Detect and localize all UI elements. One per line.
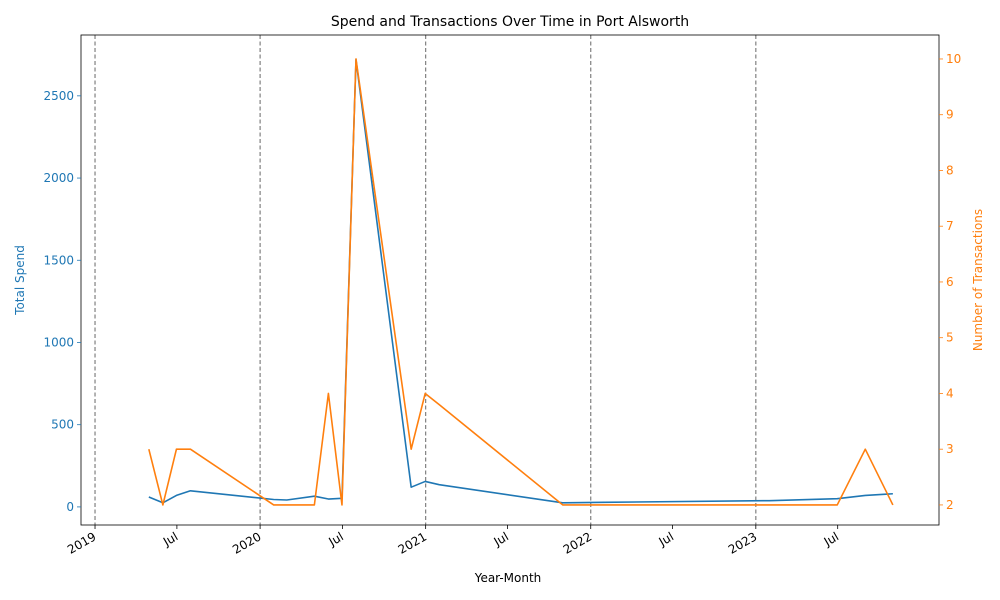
y-left-tick-label: 0 <box>66 500 74 514</box>
y-right-tick-label: 5 <box>946 331 954 345</box>
y-right-tick-label: 2 <box>946 498 954 512</box>
x-tick-label: Jul <box>491 529 511 549</box>
y-right-tick-label: 3 <box>946 442 954 456</box>
y-right-axis-label: Number of Transactions <box>971 209 985 351</box>
plot-area-frame <box>80 34 940 526</box>
y-right-tick-label: 10 <box>946 52 961 66</box>
x-tick-label: Jul <box>326 529 346 549</box>
y-left-tick-label: 1500 <box>43 253 74 267</box>
y-right-tick-label: 8 <box>946 163 954 177</box>
y-left-tick-label: 2000 <box>43 171 74 185</box>
y-left-tick-label: 500 <box>51 418 74 432</box>
y-right-tick-label: 9 <box>946 108 954 122</box>
x-axis-label: Year-Month <box>474 571 542 585</box>
y-left-axis-label: Total Spend <box>13 245 27 316</box>
x-tick-label: Jul <box>656 529 676 549</box>
y-right-tick-label: 4 <box>946 386 954 400</box>
y-left-tick-label: 1000 <box>43 335 74 349</box>
y-right-tick-label: 6 <box>946 275 954 289</box>
x-tick-label: Jul <box>821 529 841 549</box>
chart-title: Spend and Transactions Over Time in Port… <box>331 14 689 30</box>
transactions-line <box>148 58 894 506</box>
y-right-tick-label: 7 <box>946 219 954 233</box>
y-left-tick-label: 2500 <box>43 89 74 103</box>
x-tick-label: Jul <box>160 529 180 549</box>
